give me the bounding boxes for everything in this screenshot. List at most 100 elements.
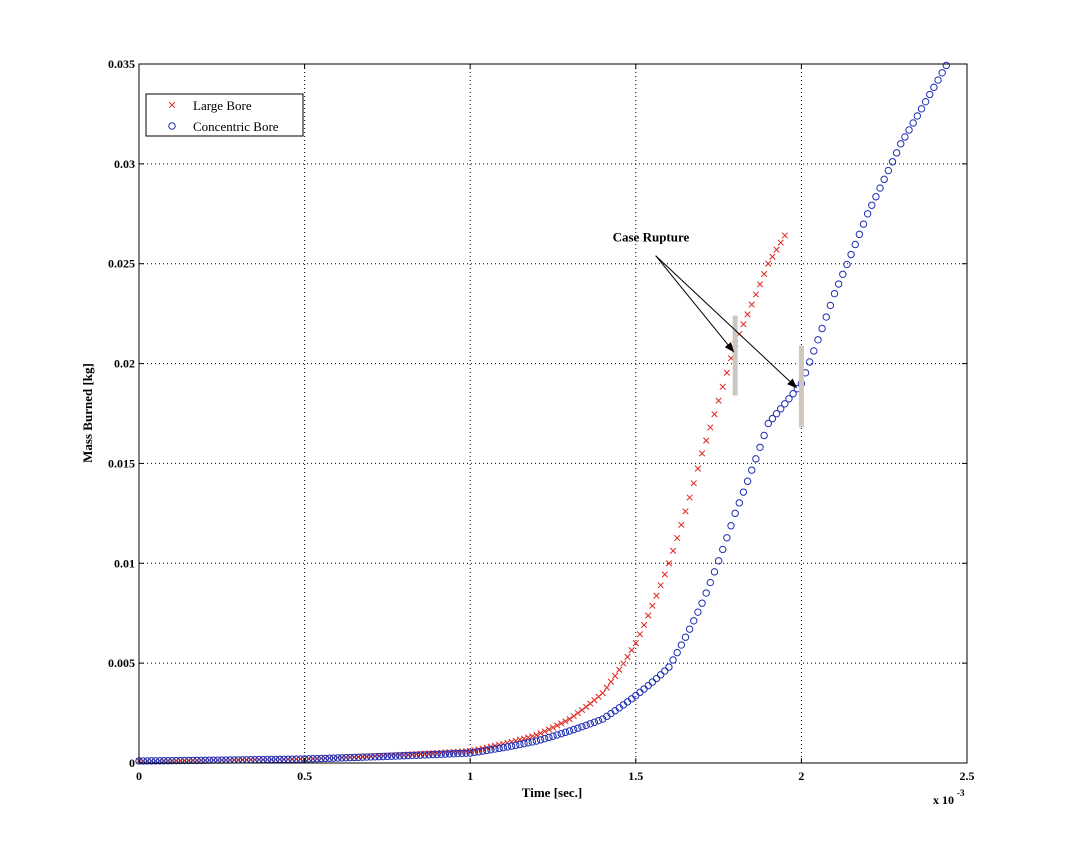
legend-label-large-bore: Large Bore: [193, 98, 252, 113]
data-point: [624, 653, 631, 661]
data-point: [859, 220, 868, 228]
data-point: [682, 508, 689, 515]
data-point: [632, 640, 639, 647]
data-point: [338, 754, 346, 762]
data-point: [371, 753, 379, 761]
data-point: [847, 250, 855, 259]
data-point: [872, 192, 880, 201]
data-point: [686, 494, 693, 501]
data-point: [189, 756, 197, 765]
data-point: [888, 158, 897, 166]
data-point: [193, 756, 201, 765]
data-point: [752, 455, 760, 463]
data-point: [868, 201, 876, 209]
data-point: [545, 733, 553, 742]
data-point: [843, 260, 851, 269]
data-point: [533, 731, 540, 739]
data-point: [321, 754, 329, 763]
data-point: [810, 347, 818, 355]
data-point: [834, 280, 843, 288]
data-point: [566, 715, 573, 723]
data-point: [690, 617, 698, 625]
x-tick-label: 2.5: [960, 769, 975, 783]
data-point: [570, 712, 577, 720]
legend-marker: [168, 122, 176, 130]
data-point: [640, 621, 648, 629]
data-point: [557, 729, 565, 738]
y-axis-label: Mass Burned [kg]: [80, 363, 95, 463]
data-point: [781, 400, 789, 408]
y-tick-label: 0.015: [108, 456, 135, 470]
data-point: [905, 126, 913, 134]
data-point: [156, 757, 164, 765]
data-point: [445, 750, 454, 758]
data-point: [412, 751, 421, 759]
data-point: [723, 534, 731, 542]
data-point: [358, 753, 367, 761]
data-point: [151, 757, 160, 765]
data-point: [665, 560, 673, 567]
data-point: [433, 750, 441, 759]
data-point: [176, 756, 185, 765]
data-point: [449, 750, 458, 758]
y-tick-label: 0.02: [114, 357, 135, 371]
x-tick-label: 0: [136, 769, 142, 783]
data-point: [553, 722, 561, 729]
data-point: [649, 602, 656, 609]
data-point: [731, 509, 739, 518]
data-point: [694, 465, 702, 472]
data-point: [892, 149, 901, 157]
data-point: [677, 641, 686, 649]
data-point: [777, 239, 784, 246]
data-point: [499, 743, 508, 752]
plot-background: [139, 64, 967, 763]
data-point: [735, 499, 743, 507]
data-point: [719, 545, 727, 554]
data-point: [785, 395, 793, 403]
data-point: [909, 119, 917, 127]
x-axis-label: Time [sec.]: [522, 785, 582, 800]
y-axis-ticks: 0 0.005 0.01 0.015 0.02 0.025 0.03 0.035: [108, 57, 967, 770]
data-point: [599, 689, 606, 697]
data-point: [760, 270, 768, 278]
data-point: [416, 751, 425, 759]
data-point: [822, 313, 830, 321]
data-point: [756, 443, 764, 451]
data-point: [760, 431, 768, 440]
data-point: [772, 410, 781, 418]
data-point: [921, 97, 930, 106]
data-point: [665, 663, 673, 671]
data-point: [628, 647, 635, 654]
data-point: [839, 270, 847, 278]
data-point: [483, 746, 491, 755]
data-point: [582, 721, 590, 730]
data-point: [462, 749, 470, 757]
x-axis-multiplier-exponent: -3: [957, 788, 965, 798]
data-point: [197, 756, 205, 765]
data-point: [478, 747, 487, 755]
data-point: [441, 750, 450, 758]
data-point: [707, 424, 714, 431]
x-tick-label: 2: [798, 769, 804, 783]
data-point: [880, 175, 888, 184]
data-point: [669, 656, 677, 664]
legend-marker-concentric-bore: [168, 122, 176, 130]
data-point: [748, 301, 755, 308]
data-point: [541, 728, 548, 735]
data-point: [582, 703, 590, 710]
data-point: [876, 184, 884, 192]
data-point: [454, 749, 462, 758]
data-point: [587, 700, 594, 707]
data-point: [698, 599, 706, 607]
data-point: [855, 230, 864, 239]
data-point: [926, 90, 934, 99]
data-point: [396, 752, 404, 760]
data-point: [657, 582, 664, 589]
data-point: [172, 756, 180, 765]
data-point: [375, 752, 383, 761]
data-point: [474, 748, 483, 756]
y-tick-label: 0.03: [114, 157, 135, 171]
data-point: [673, 648, 681, 657]
data-point: [400, 752, 408, 760]
